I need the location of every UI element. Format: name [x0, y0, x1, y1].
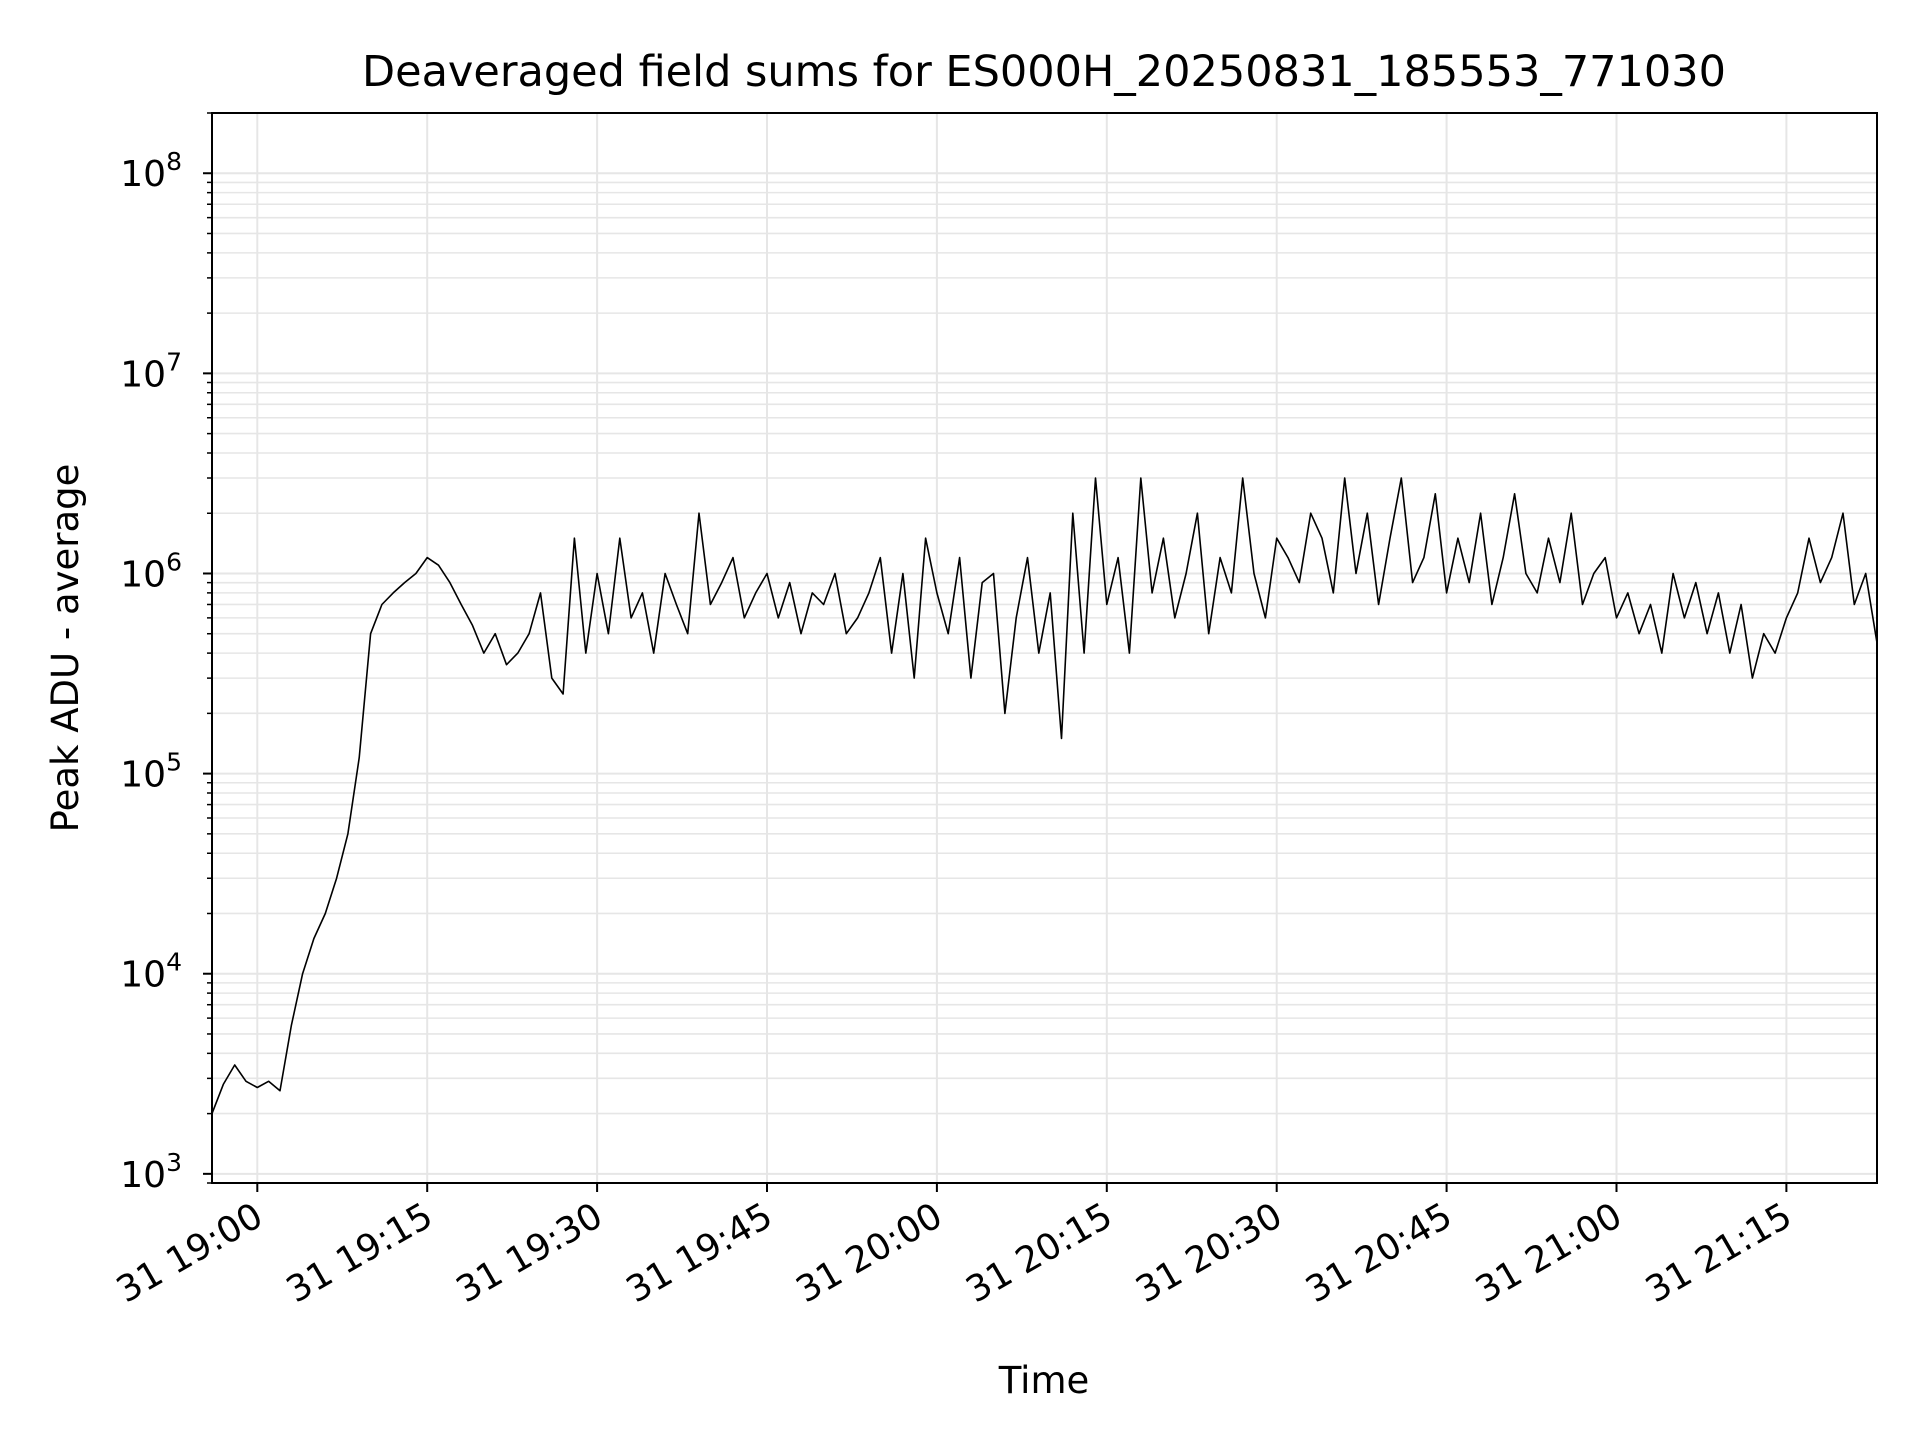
y-tick-label: 106: [120, 547, 182, 595]
y-axis-label: Peak ADU - average: [44, 464, 87, 833]
plot-frame: [211, 112, 1878, 1184]
y-tick-label: 107: [120, 347, 182, 395]
grid: [212, 112, 1877, 1184]
y-tick-label: 108: [120, 147, 182, 195]
y-axis: 103 104 105 106 107 108: [120, 112, 212, 1196]
x-axis-label: Time: [998, 1359, 1090, 1402]
y-tick-label: 105: [120, 748, 182, 796]
y-tick-label: 104: [120, 948, 182, 996]
series-line: [211, 477, 1878, 1114]
y-tick-label: 103: [120, 1148, 182, 1196]
series-layer: [211, 477, 1878, 1114]
chart-title: Deaveraged field sums for ES000H_2025083…: [362, 47, 1726, 97]
